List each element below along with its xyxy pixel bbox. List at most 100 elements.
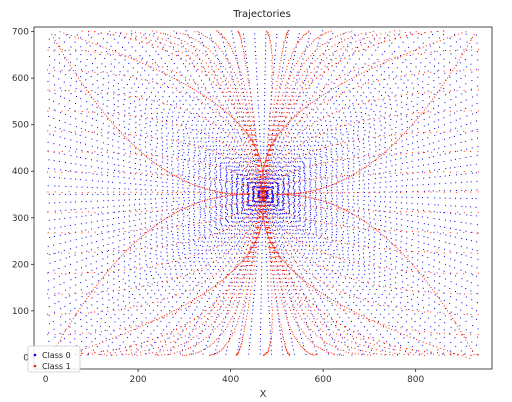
class-0-point: [221, 37, 223, 39]
class-0-point: [226, 141, 228, 143]
class-0-point: [270, 258, 272, 260]
class-0-point: [264, 229, 266, 231]
class-0-point: [434, 204, 436, 206]
class-0-point: [325, 200, 327, 202]
class-0-point: [413, 337, 415, 339]
class-0-point: [428, 210, 430, 212]
class-0-point: [349, 58, 351, 60]
class-0-point: [396, 293, 398, 295]
class-0-point: [251, 262, 253, 264]
class-0-point: [192, 99, 194, 101]
class-0-point: [319, 62, 321, 64]
class-0-point: [232, 137, 234, 139]
class-0-point: [146, 87, 148, 89]
class-0-point: [434, 315, 436, 317]
class-0-point: [392, 71, 394, 73]
class-0-point: [182, 349, 183, 351]
class-0-point: [289, 198, 291, 200]
class-0-point: [341, 185, 343, 187]
class-0-point: [445, 219, 446, 221]
class-0-point: [229, 281, 231, 283]
class-0-point: [192, 79, 194, 81]
class-0-point: [286, 285, 288, 286]
class-0-point: [215, 214, 217, 216]
class-0-point: [378, 276, 380, 278]
class-0-point: [300, 149, 302, 150]
class-0-point: [471, 307, 473, 309]
class-0-point: [329, 257, 331, 259]
class-0-point: [293, 213, 295, 215]
class-0-point: [112, 297, 113, 299]
class-0-point: [317, 124, 319, 125]
class-0-point: [204, 212, 206, 214]
class-0-point: [234, 148, 236, 150]
class-0-point: [241, 165, 243, 167]
class-0-point: [304, 181, 306, 183]
class-0-point: [287, 191, 289, 193]
class-0-point: [156, 112, 158, 114]
class-0-point: [260, 294, 262, 296]
class-0-point: [270, 182, 272, 184]
class-0-point: [397, 342, 399, 344]
class-0-point: [90, 37, 92, 39]
class-0-point: [273, 144, 275, 146]
class-0-point: [298, 186, 300, 187]
class-0-point: [426, 349, 428, 351]
class-0-point: [215, 224, 217, 226]
class-0-point: [267, 177, 269, 179]
class-0-point: [280, 152, 282, 154]
class-0-point: [326, 45, 328, 47]
class-0-point: [274, 205, 276, 207]
class-0-point: [161, 222, 163, 224]
class-0-point: [443, 124, 445, 126]
class-0-point: [275, 205, 277, 207]
class-0-point: [444, 102, 446, 104]
class-0-point: [276, 197, 278, 199]
class-0-point: [456, 190, 457, 191]
class-0-point: [310, 171, 312, 173]
class-0-point: [293, 216, 295, 218]
class-0-point: [264, 233, 266, 235]
class-0-point: [423, 249, 425, 250]
class-0-point: [476, 103, 478, 105]
class-0-point: [202, 253, 204, 255]
class-0-point: [449, 114, 451, 116]
class-0-point: [411, 287, 413, 288]
class-0-point: [129, 324, 131, 326]
class-0-point: [359, 58, 360, 60]
class-0-point: [320, 119, 322, 121]
class-0-point: [227, 261, 229, 262]
class-0-point: [438, 289, 440, 291]
class-0-point: [338, 254, 340, 256]
class-0-point: [263, 178, 265, 180]
class-0-point: [329, 115, 331, 117]
class-0-point: [86, 321, 88, 323]
class-0-point: [325, 258, 327, 260]
class-0-point: [182, 235, 184, 237]
class-0-point: [439, 226, 441, 228]
class-0-point: [241, 213, 243, 215]
class-0-point: [442, 353, 444, 355]
class-0-point: [139, 258, 141, 260]
class-0-point: [364, 191, 365, 193]
class-0-point: [270, 209, 272, 211]
class-0-point: [175, 261, 177, 262]
class-0-point: [275, 148, 277, 150]
class-0-point: [194, 243, 196, 245]
class-0-point: [347, 212, 349, 214]
class-0-point: [406, 121, 408, 123]
class-0-point: [154, 62, 156, 64]
class-0-point: [461, 93, 463, 95]
class-0-point: [80, 304, 82, 306]
class-0-point: [369, 256, 371, 258]
class-0-point: [225, 218, 227, 220]
class-0-point: [466, 304, 468, 306]
class-0-point: [252, 181, 254, 183]
class-0-point: [375, 49, 377, 51]
class-0-point: [245, 166, 247, 168]
class-0-point: [136, 78, 138, 80]
class-0-point: [465, 345, 467, 347]
class-0-point: [390, 263, 392, 265]
class-0-point: [287, 174, 289, 176]
class-0-point: [236, 129, 238, 131]
